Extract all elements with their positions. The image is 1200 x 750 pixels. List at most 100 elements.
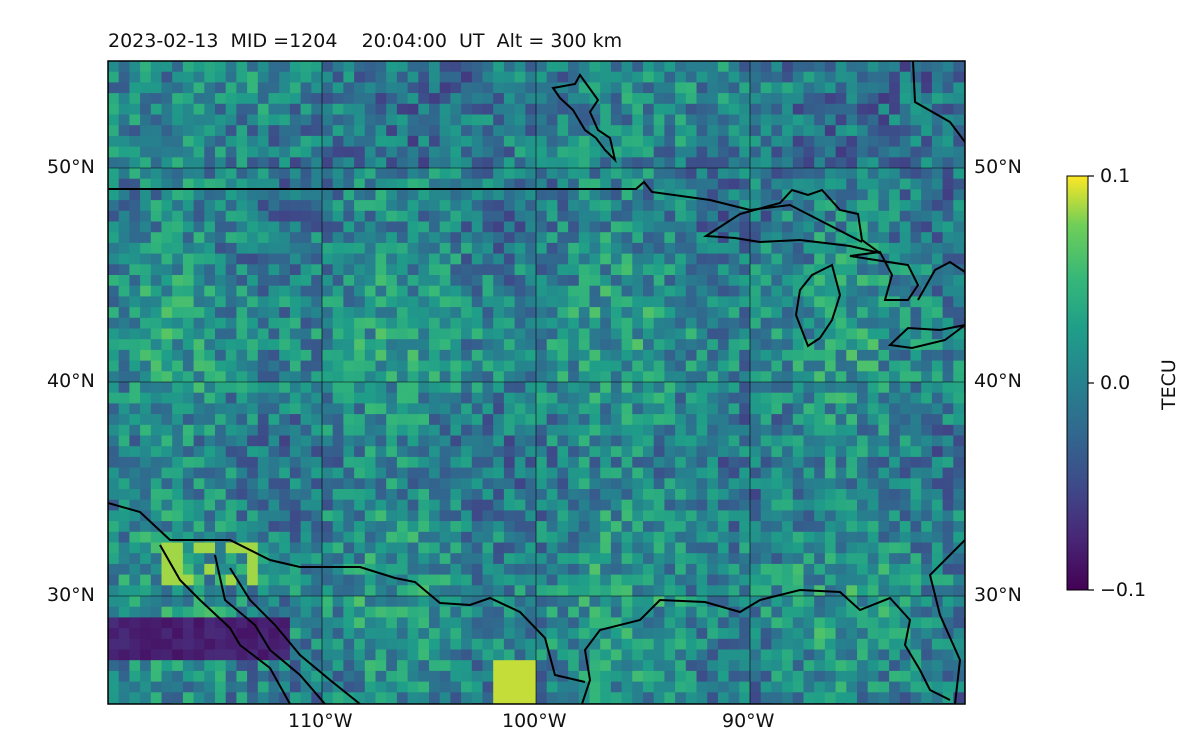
tec-cell: [589, 135, 601, 148]
tec-cell: [439, 606, 451, 618]
tec-cell: [525, 307, 537, 319]
tec-cell: [322, 467, 334, 479]
tec-cell: [557, 617, 569, 629]
tec-cell: [407, 253, 419, 265]
tec-cell: [835, 296, 847, 308]
tec-cell: [782, 649, 794, 661]
tec-cell: [193, 307, 205, 319]
tec-cell: [118, 221, 130, 233]
tec-cell: [332, 114, 344, 126]
tec-cell: [471, 93, 484, 105]
tec-cell: [471, 275, 484, 287]
tec-cell: [514, 296, 526, 308]
tec-cell: [450, 521, 462, 533]
tec-cell: [889, 478, 901, 490]
tec-cell: [546, 553, 558, 565]
tec-cell: [857, 499, 869, 511]
tec-cell: [942, 542, 954, 554]
tec-cell: [867, 542, 879, 554]
tec-cell: [921, 189, 933, 201]
tec-cell: [247, 285, 259, 297]
tec-cell: [172, 617, 184, 629]
tec-cell: [386, 253, 398, 265]
tec-cell: [215, 681, 227, 693]
tec-cell: [257, 317, 270, 330]
tec-cell: [782, 264, 794, 276]
tec-cell: [578, 585, 591, 597]
tec-cell: [172, 189, 184, 201]
tec-cell: [760, 135, 772, 148]
tec-cell: [279, 424, 291, 437]
tec-cell: [889, 168, 901, 180]
tec-cell: [696, 307, 708, 319]
tec-cell: [750, 253, 762, 265]
tec-cell: [792, 360, 805, 372]
tec-cell: [375, 349, 387, 362]
tec-cell: [161, 146, 173, 158]
tec-cell: [215, 531, 227, 544]
tec-cell: [824, 628, 837, 640]
tec-cell: [172, 349, 184, 362]
tec-cell: [653, 168, 665, 180]
tec-cell: [675, 371, 687, 383]
tec-cell: [899, 521, 912, 533]
tec-cell: [664, 542, 676, 554]
tec-cell: [889, 349, 901, 362]
tec-cell: [407, 360, 419, 372]
tec-cell: [289, 542, 302, 554]
tec-cell: [685, 178, 698, 190]
tec-cell: [835, 135, 847, 148]
tec-cell: [610, 360, 623, 372]
tec-cell: [750, 232, 762, 244]
tec-cell: [899, 307, 912, 319]
tec-cell: [215, 189, 227, 201]
tec-cell: [632, 403, 644, 415]
tec-cell: [161, 403, 173, 415]
tec-cell: [161, 585, 173, 597]
tec-cell: [407, 232, 419, 244]
tec-cell: [589, 542, 601, 554]
tec-cell: [910, 317, 922, 330]
tec-cell: [835, 221, 847, 233]
tec-cell: [643, 478, 655, 490]
tec-cell: [632, 296, 644, 308]
tec-cell: [910, 521, 922, 533]
tec-cell: [257, 242, 270, 255]
tec-cell: [792, 264, 805, 276]
tec-cell: [279, 328, 291, 340]
tec-cell: [546, 221, 558, 233]
tec-cell: [696, 531, 708, 544]
tec-cell: [910, 71, 922, 83]
tec-cell: [193, 574, 205, 586]
tec-cell: [792, 371, 805, 383]
tec-cell: [750, 414, 762, 426]
tec-cell: [471, 61, 484, 73]
tec-cell: [300, 553, 312, 565]
tec-cell: [910, 232, 922, 244]
tec-cell: [514, 71, 526, 83]
tec-cell: [728, 510, 740, 522]
tec-cell: [193, 168, 205, 180]
tec-cell: [429, 360, 441, 372]
tec-cell: [450, 168, 462, 180]
tec-cell: [953, 146, 965, 158]
tec-cell: [589, 146, 601, 158]
tec-cell: [739, 242, 751, 255]
tec-cell: [664, 82, 676, 94]
tec-cell: [140, 210, 152, 223]
tec-cell: [750, 660, 762, 672]
tec-cell: [760, 93, 772, 105]
tec-cell: [578, 392, 591, 404]
tec-cell: [792, 521, 805, 533]
tec-cell: [878, 563, 890, 576]
tec-cell: [835, 692, 847, 704]
tec-cell: [835, 307, 847, 319]
tec-cell: [600, 93, 612, 105]
tec-cell: [364, 253, 377, 265]
tec-cell: [846, 489, 858, 501]
tec-cell: [332, 307, 344, 319]
tec-cell: [653, 456, 665, 469]
tec-cell: [482, 285, 494, 297]
tec-cell: [204, 275, 216, 287]
tec-cell: [450, 574, 462, 586]
